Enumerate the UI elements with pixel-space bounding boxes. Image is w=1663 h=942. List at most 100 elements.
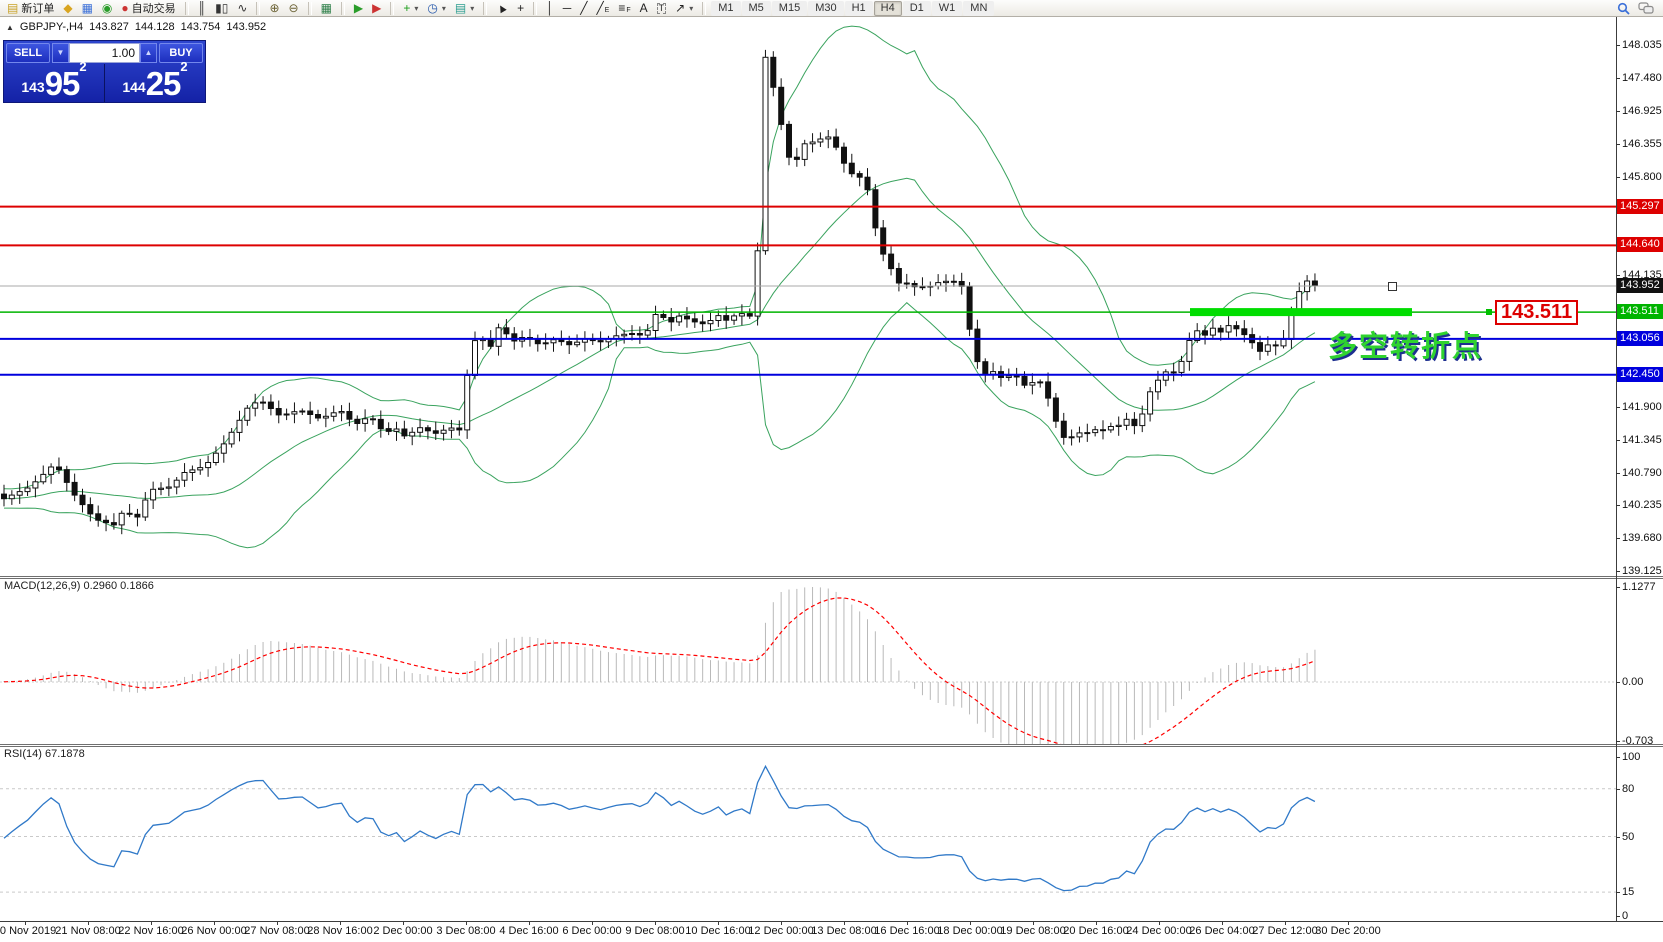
- zoom-in-button[interactable]: ⊕: [265, 1, 283, 16]
- terminal-windows-button[interactable]: ▦: [78, 1, 97, 16]
- auto-scroll-button[interactable]: ▶: [350, 1, 367, 16]
- zoom-out-button[interactable]: ⊖: [285, 1, 303, 16]
- time-axis-tick: [1033, 921, 1034, 925]
- candle-body: [48, 466, 55, 475]
- sell-button[interactable]: SELL: [6, 43, 50, 63]
- timeframe-d1-button[interactable]: D1: [902, 0, 931, 16]
- candlestick-chart-button[interactable]: ▮▯: [211, 1, 232, 16]
- periods-icon: ◷: [427, 0, 438, 15]
- vertical-line-button[interactable]: │: [542, 1, 558, 16]
- macd-axis-label: 0.00: [1622, 676, 1644, 688]
- pane-separator[interactable]: [0, 744, 1663, 747]
- candle-body: [691, 318, 698, 323]
- timeframe-m15-button[interactable]: M15: [771, 0, 808, 16]
- chevron-down-icon[interactable]: ▾: [470, 3, 475, 13]
- candle-body: [793, 156, 800, 160]
- chevron-down-icon[interactable]: ▾: [441, 3, 446, 13]
- search-icon[interactable]: [1617, 2, 1630, 15]
- line-anchor[interactable]: [1486, 309, 1492, 315]
- candle-body: [40, 473, 47, 483]
- chevron-down-icon[interactable]: ▾: [689, 3, 694, 13]
- candle-body: [707, 320, 714, 325]
- candle-body: [220, 443, 227, 454]
- bars-chart-icon: ║: [197, 0, 207, 15]
- equidistant-channel-button[interactable]: ╱ E: [592, 1, 613, 16]
- highlight-trend-bar[interactable]: [1190, 308, 1412, 317]
- line-chart-button[interactable]: ∿: [233, 1, 251, 16]
- timeframe-mn-button[interactable]: MN: [963, 0, 995, 16]
- horizontal-line-button[interactable]: ─: [559, 1, 576, 16]
- chat-icon[interactable]: [1638, 1, 1654, 15]
- tile-windows-button[interactable]: ▦: [317, 1, 336, 16]
- candle-body: [1068, 436, 1075, 439]
- timeframe-h1-button[interactable]: H1: [844, 0, 873, 16]
- volume-decrease-button[interactable]: ▼: [52, 43, 69, 63]
- candle-body: [1021, 376, 1028, 386]
- time-axis-label: 20 Dec 16:00: [1063, 925, 1129, 937]
- volume-increase-button[interactable]: ▲: [140, 43, 157, 63]
- time-axis-tick: [529, 921, 530, 925]
- axis-price-badge: 142.450: [1617, 367, 1663, 382]
- buy-price-pips: 25: [145, 65, 182, 102]
- new-order-label: 新订单: [21, 3, 55, 15]
- candle-body: [409, 431, 416, 437]
- text-label-button[interactable]: T: [653, 1, 671, 16]
- bollinger-middle: [3, 177, 1316, 500]
- candle-body: [173, 479, 180, 488]
- candle-body: [809, 141, 816, 145]
- pane-separator[interactable]: [0, 576, 1663, 579]
- trendline-button[interactable]: ╱: [576, 1, 591, 16]
- candles-group: [1, 49, 1318, 535]
- bars-chart-button[interactable]: ║: [194, 1, 211, 16]
- indicators-button[interactable]: + ▾: [399, 1, 422, 16]
- candle-body: [754, 250, 761, 317]
- buy-price-button[interactable]: 144 25 2: [105, 59, 205, 102]
- candle-body: [417, 427, 424, 433]
- rsi-canvas[interactable]: [0, 747, 1616, 921]
- sell-price-button[interactable]: 143 95 2: [4, 59, 104, 102]
- annotation-text[interactable]: 多空转折点: [1328, 331, 1484, 363]
- time-axis-tick: [466, 921, 467, 925]
- coins-button[interactable]: ◆: [59, 1, 76, 16]
- main-chart-canvas[interactable]: [0, 17, 1616, 576]
- fibonacci-button[interactable]: ≡ F: [614, 1, 634, 16]
- candle-body: [377, 418, 384, 430]
- axis-tick: [1616, 682, 1620, 683]
- templates-button[interactable]: ▤ ▾: [451, 1, 478, 16]
- candle-body: [197, 467, 204, 471]
- timeframe-m5-button[interactable]: M5: [741, 0, 771, 16]
- signals-button[interactable]: ◉: [98, 1, 116, 16]
- timeframe-w1-button[interactable]: W1: [931, 0, 963, 16]
- candle-body: [1107, 426, 1114, 431]
- macd-canvas[interactable]: [0, 579, 1616, 744]
- timeframe-m30-button[interactable]: M30: [808, 0, 844, 16]
- collapse-panel-icon[interactable]: ▲: [6, 22, 14, 32]
- timeframe-h4-button[interactable]: H4: [873, 0, 902, 16]
- buy-button[interactable]: BUY: [159, 43, 203, 63]
- crosshair-button[interactable]: +: [513, 1, 528, 16]
- periods-button[interactable]: ◷ ▾: [423, 1, 450, 16]
- timeframe-m1-button[interactable]: M1: [711, 0, 741, 16]
- new-order-button[interactable]: ▤ 新订单: [3, 1, 58, 16]
- arrows-button[interactable]: ↗ ▾: [671, 1, 697, 16]
- candle-body: [1005, 375, 1012, 378]
- candle-body: [354, 418, 361, 424]
- axis-price-label: 141.345: [1622, 434, 1662, 446]
- candle-body: [228, 431, 235, 445]
- auto-trading-button[interactable]: ● 自动交易: [117, 1, 179, 16]
- object-handle[interactable]: [1388, 282, 1397, 291]
- cursor-button[interactable]: ▲: [492, 0, 512, 17]
- text-button[interactable]: A: [636, 1, 652, 16]
- chart-shift-button[interactable]: ▶: [368, 1, 385, 16]
- chevron-down-icon[interactable]: ▾: [414, 3, 419, 13]
- axis-price-label: 147.480: [1622, 72, 1662, 84]
- candle-body: [440, 429, 447, 434]
- candle-body: [644, 330, 651, 336]
- axis-tick: [1616, 741, 1620, 742]
- time-axis-tick: [214, 921, 215, 925]
- candle-body: [95, 513, 102, 521]
- volume-input[interactable]: [69, 43, 140, 63]
- time-axis-label: 13 Dec 08:00: [811, 925, 877, 937]
- price-callout-label[interactable]: 143.511: [1495, 300, 1579, 325]
